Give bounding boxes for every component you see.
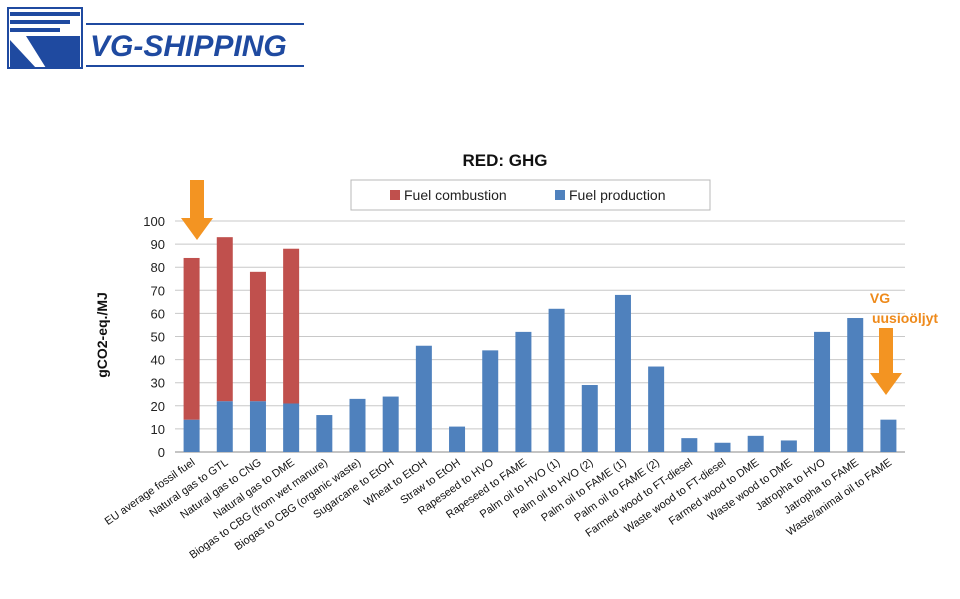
bar-fuel-production — [880, 419, 897, 452]
legend-label-production: Fuel production — [569, 187, 666, 203]
bar-fuel-production — [847, 318, 864, 452]
vg-shipping-logo: VG-SHIPPING — [7, 7, 304, 69]
arrow-left — [181, 180, 213, 240]
bar-fuel-production — [249, 401, 266, 452]
bar-fuel-production — [714, 442, 731, 452]
bar-fuel-production — [614, 294, 631, 452]
logo-wordmark: VG-SHIPPING — [90, 30, 287, 63]
y-tick-label: 70 — [151, 283, 165, 298]
bar-fuel-production — [382, 396, 399, 452]
y-tick-label: 100 — [143, 214, 165, 229]
bar-fuel-production — [449, 426, 466, 452]
logo-emblem — [7, 7, 83, 69]
legend: Fuel combustion Fuel production — [350, 179, 711, 211]
bar-fuel-production — [183, 419, 200, 452]
bar-fuel-production — [316, 415, 333, 452]
bar-fuel-production — [415, 345, 432, 452]
legend-box — [350, 179, 711, 211]
bar-fuel-production — [515, 331, 532, 452]
y-tick-label: 20 — [151, 399, 165, 414]
bars — [183, 237, 897, 452]
chart-title: RED: GHG — [463, 151, 548, 170]
annotation-line1: VG — [870, 290, 890, 306]
y-tick-label: 90 — [151, 237, 165, 252]
y-tick-labels: 0 10 20 30 40 50 60 70 80 90 100 — [143, 214, 165, 460]
bar-fuel-production — [780, 440, 797, 452]
bar-fuel-combustion — [183, 257, 200, 420]
y-tick-label: 40 — [151, 353, 165, 368]
bar-fuel-production — [581, 385, 598, 452]
bar-fuel-production — [548, 308, 565, 452]
bar-fuel-production — [283, 403, 300, 452]
y-tick-label: 50 — [151, 330, 165, 345]
bar-fuel-production — [482, 350, 499, 452]
bar-fuel-production — [747, 435, 764, 452]
bar-fuel-production — [681, 438, 698, 452]
y-tick-label: 80 — [151, 260, 165, 275]
bar-fuel-production — [216, 401, 233, 452]
legend-swatch-combustion — [390, 190, 400, 200]
y-tick-label: 30 — [151, 376, 165, 391]
arrow-right — [870, 328, 902, 395]
y-tick-label: 10 — [151, 422, 165, 437]
bar-fuel-combustion — [283, 248, 300, 404]
y-tick-label: 0 — [158, 445, 165, 460]
bar-fuel-combustion — [216, 237, 233, 402]
legend-label-combustion: Fuel combustion — [404, 187, 507, 203]
y-axis-title: gCO2-eq./MJ — [94, 292, 110, 378]
y-tick-label: 60 — [151, 306, 165, 321]
bar-fuel-production — [349, 398, 366, 452]
bar-fuel-production — [814, 331, 831, 452]
bar-fuel-combustion — [249, 271, 266, 402]
bar-fuel-production — [648, 366, 665, 452]
legend-swatch-production — [555, 190, 565, 200]
annotation-line2: uusioöljyt — [872, 310, 938, 326]
